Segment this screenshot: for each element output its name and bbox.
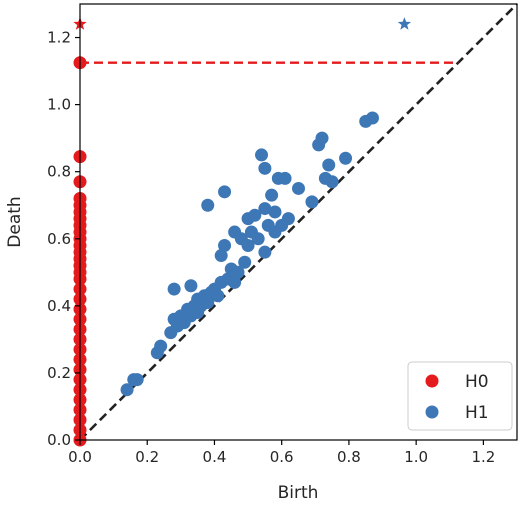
data-point — [201, 295, 215, 309]
legend: H0 H1 — [407, 361, 513, 431]
data-point — [241, 238, 255, 252]
data-point — [322, 158, 336, 172]
data-point — [167, 282, 181, 296]
data-point — [248, 208, 262, 222]
x-axis-label: Birth — [278, 483, 319, 503]
x-tick-label: 0.8 — [337, 448, 361, 466]
data-point — [305, 195, 319, 209]
series-h1 — [120, 17, 412, 397]
data-point — [231, 265, 245, 279]
data-point — [292, 181, 305, 195]
data-point — [258, 202, 272, 216]
legend-marker-h0 — [425, 374, 439, 388]
x-tick-label: 1.0 — [404, 448, 428, 466]
data-point — [251, 232, 265, 246]
x-tick-label: 0.2 — [135, 448, 159, 466]
legend-box — [407, 361, 513, 431]
y-tick-label: 0.4 — [47, 297, 71, 315]
y-tick-label: 1.2 — [47, 29, 71, 47]
data-point — [214, 249, 228, 263]
x-tick-label: 1.2 — [471, 448, 495, 466]
x-tick-label: 0.4 — [203, 448, 227, 466]
y-tick-label: 0.0 — [47, 431, 71, 449]
legend-label-h1: H1 — [465, 403, 489, 423]
legend-label-h0: H0 — [465, 372, 489, 392]
data-point — [315, 131, 329, 145]
y-tick-label: 1.0 — [47, 96, 71, 114]
data-point — [228, 275, 242, 289]
data-point — [218, 238, 232, 252]
data-point — [278, 171, 292, 185]
axes: 0.0 0.2 0.4 0.6 0.8 1.0 1.2 0.0 0.2 0.4 0.6 0.8 1.0 1… — [47, 3, 518, 466]
infinite-point-star — [397, 17, 412, 30]
data-point — [238, 255, 252, 269]
data-point — [365, 111, 379, 125]
data-point — [325, 175, 339, 189]
y-axis-label: Death — [5, 196, 25, 247]
data-point — [154, 339, 168, 353]
data-point — [258, 161, 272, 175]
data-point — [281, 212, 295, 226]
y-tick-label: 0.8 — [47, 163, 71, 181]
data-point — [258, 245, 272, 259]
data-point — [130, 373, 144, 387]
data-point — [339, 151, 353, 165]
data-point — [201, 198, 215, 212]
data-point — [184, 279, 198, 293]
x-tick-label: 0.0 — [68, 448, 92, 466]
plot-frame — [79, 3, 518, 441]
data-point — [211, 289, 225, 303]
data-point — [265, 188, 279, 202]
data-point — [120, 383, 134, 397]
plot-area — [73, 3, 518, 447]
y-tick-label: 0.6 — [47, 230, 71, 248]
x-tick-label: 0.6 — [270, 448, 294, 466]
data-point — [255, 148, 269, 162]
data-point — [218, 185, 232, 199]
data-point — [268, 205, 282, 219]
y-tick-label: 0.2 — [47, 364, 71, 382]
diagonal-line — [79, 3, 518, 441]
legend-marker-h1 — [425, 405, 439, 419]
